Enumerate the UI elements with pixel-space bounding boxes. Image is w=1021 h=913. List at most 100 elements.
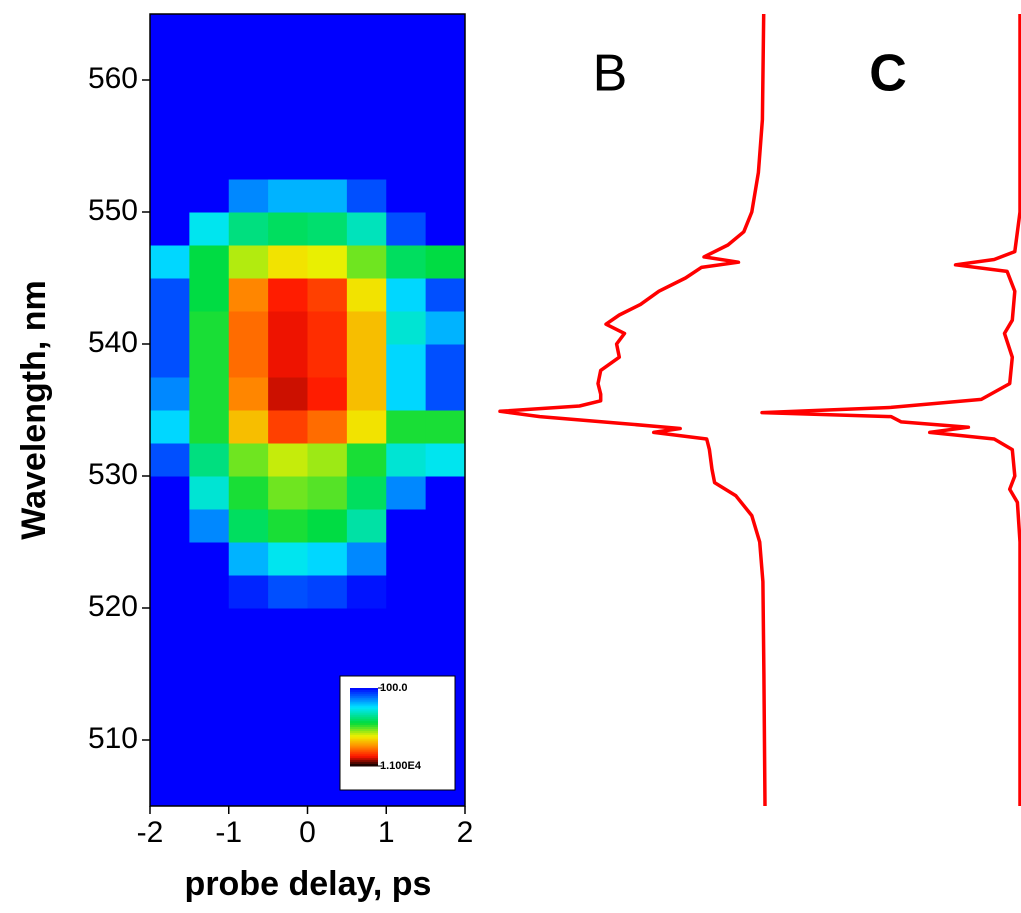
- colorbar-step: [350, 752, 378, 755]
- heatmap-cell: [268, 80, 308, 114]
- heatmap-cell: [268, 311, 308, 345]
- colorbar-step: [350, 721, 378, 724]
- heatmap-cell: [228, 179, 269, 213]
- heatmap-cell: [307, 245, 348, 279]
- heatmap-cell: [268, 212, 308, 246]
- heatmap-cell: [386, 245, 427, 279]
- heatmap-cell: [346, 311, 387, 345]
- heatmap-cell: [307, 410, 348, 444]
- y-tick-label: 510: [88, 722, 138, 755]
- heatmap-cell: [268, 608, 308, 642]
- x-tick-label: -1: [215, 816, 242, 849]
- heatmap-cell: [228, 344, 269, 378]
- colorbar-step: [350, 728, 378, 732]
- heatmap-cell: [425, 278, 466, 312]
- heatmap-cell: [386, 278, 427, 312]
- heatmap-cell: [189, 80, 230, 114]
- heatmap-cell: [189, 278, 230, 312]
- x-tick-label: 1: [378, 816, 395, 849]
- heatmap-cell: [307, 47, 348, 81]
- heatmap-cell: [268, 740, 308, 774]
- heatmap-cell: [228, 146, 269, 180]
- heatmap-cell: [425, 245, 466, 279]
- heatmap-cell: [228, 641, 269, 675]
- heatmap-cell: [150, 14, 190, 48]
- colorbar-step: [350, 689, 378, 693]
- heatmap-cell: [307, 575, 348, 609]
- spectrum-line: [498, 13, 767, 807]
- heatmap-cell: [228, 80, 269, 114]
- heatmap-cell: [307, 80, 348, 114]
- heatmap-cell: [268, 443, 308, 477]
- heatmap-cell: [425, 476, 466, 510]
- heatmap-cell: [150, 542, 190, 576]
- colorbar-label: 100.0: [380, 682, 408, 694]
- panel-label: B: [593, 45, 628, 103]
- heatmap-cell: [150, 641, 190, 675]
- colorbar-step: [350, 705, 378, 708]
- x-tick-label: 0: [299, 816, 316, 849]
- heatmap-cell: [307, 113, 348, 147]
- colorbar-step: [350, 709, 378, 712]
- y-tick-label: 550: [88, 194, 138, 227]
- heatmap-cell: [386, 575, 427, 609]
- heatmap-cell: [346, 509, 387, 543]
- heatmap-cell: [150, 410, 190, 444]
- heatmap-cell: [386, 377, 427, 411]
- heatmap-cell: [228, 476, 269, 510]
- heatmap-cell: [425, 641, 466, 675]
- heatmap-cell: [425, 113, 466, 147]
- heatmap-cell: [228, 212, 269, 246]
- heatmap-cell: [346, 344, 387, 378]
- heatmap-cell: [386, 146, 427, 180]
- heatmap-cell: [268, 509, 308, 543]
- heatmap-cell: [386, 80, 427, 114]
- heatmap-cell: [189, 476, 230, 510]
- colorbar-step: [350, 717, 378, 720]
- heatmap-cell: [307, 278, 348, 312]
- heatmap-cell: [425, 542, 466, 576]
- heatmap-cell: [268, 113, 308, 147]
- colorbar-step: [350, 695, 378, 699]
- heatmap-cell: [346, 179, 387, 213]
- heatmap-cell: [228, 311, 269, 345]
- heatmap-cell: [189, 212, 230, 246]
- heatmap-cell: [150, 311, 190, 345]
- heatmap-cell: [150, 212, 190, 246]
- heatmap-cell: [425, 14, 466, 48]
- colorbar-step: [350, 713, 378, 716]
- heatmap-cell: [386, 476, 427, 510]
- x-tick-label: -2: [137, 816, 164, 849]
- colorbar-step: [350, 762, 378, 765]
- heatmap-cell: [228, 410, 269, 444]
- heatmap-cell: [150, 575, 190, 609]
- colorbar-label: 1.100E4: [380, 760, 422, 772]
- heatmap-cell: [307, 146, 348, 180]
- heatmap-cell: [189, 740, 230, 774]
- heatmap-cell: [307, 476, 348, 510]
- heatmap-cell: [307, 542, 348, 576]
- y-tick-label: 520: [88, 590, 138, 623]
- heatmap-cell: [386, 212, 427, 246]
- heatmap-cell: [268, 542, 308, 576]
- y-tick-label: 530: [88, 458, 138, 491]
- heatmap-cell: [228, 245, 269, 279]
- heatmap-cell: [268, 377, 308, 411]
- heatmap-cell: [268, 278, 308, 312]
- heatmap-cell: [346, 608, 387, 642]
- heatmap-cell: [346, 212, 387, 246]
- heatmap-cell: [346, 146, 387, 180]
- colorbar-step: [350, 744, 378, 747]
- heatmap-cell: [189, 47, 230, 81]
- heatmap-cell: [386, 443, 427, 477]
- heatmap-cell: [346, 575, 387, 609]
- heatmap-cell: [268, 773, 308, 807]
- heatmap-cell: [189, 674, 230, 708]
- heatmap-cell: [189, 443, 230, 477]
- heatmap-cell: [268, 14, 308, 48]
- heatmap-cell: [307, 509, 348, 543]
- heatmap-cell: [228, 773, 269, 807]
- heatmap-cell: [268, 344, 308, 378]
- heatmap-cell: [150, 773, 190, 807]
- heatmap-cell: [346, 14, 387, 48]
